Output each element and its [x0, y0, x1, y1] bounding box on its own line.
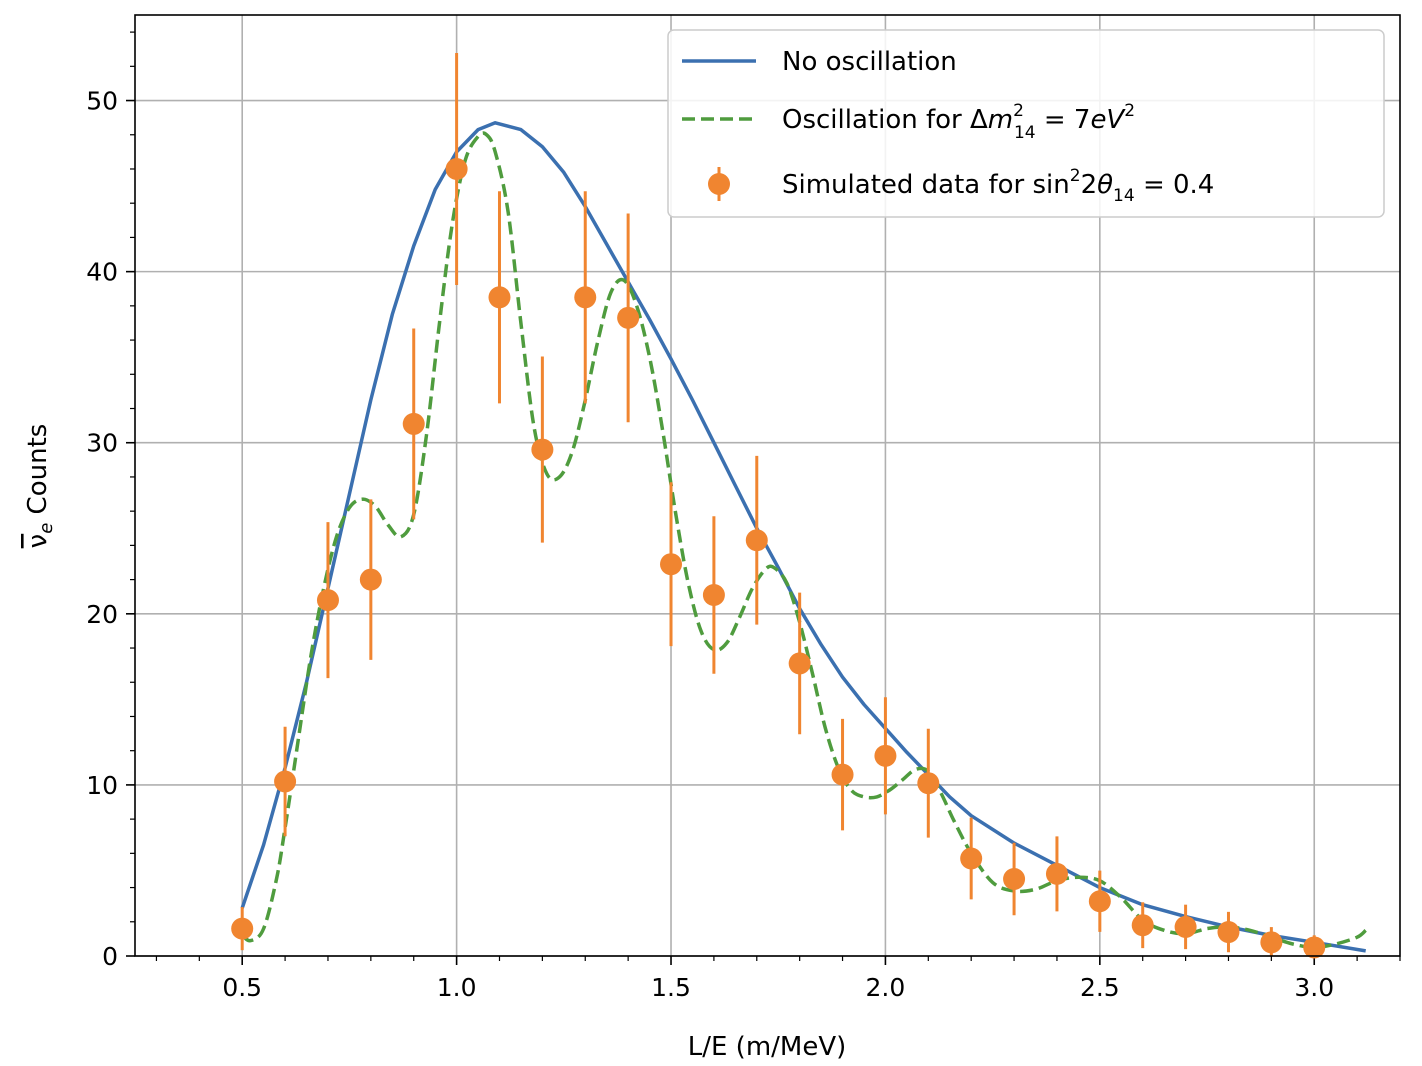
data-point: [1003, 868, 1026, 891]
x-tick-label: 2.0: [866, 973, 906, 1002]
data-point: [788, 652, 811, 675]
legend-data-mid: 2: [1081, 170, 1098, 200]
data-point: [1174, 915, 1197, 938]
x-tick-label: 1.5: [651, 973, 691, 1002]
y-tick-label: 30: [86, 429, 118, 458]
data-point: [488, 286, 511, 309]
x-tick-label: 3.0: [1294, 973, 1334, 1002]
y-tick-label: 40: [86, 258, 118, 287]
legend-osc-ev-sup: 2: [1124, 101, 1135, 121]
y-axis-label-group: νe Counts: [23, 424, 57, 549]
y-axis-label: νe Counts: [23, 424, 57, 549]
data-point: [402, 412, 425, 435]
legend-label-oscillation: Oscillation for Δm2 14 = 7eV2: [782, 101, 1135, 143]
data-point: [617, 306, 640, 329]
data-point: [316, 589, 339, 612]
legend-osc-ev: eV: [1090, 105, 1126, 135]
data-point: [1217, 921, 1240, 944]
y-tick-label: 20: [86, 600, 118, 629]
data-point: [231, 917, 254, 940]
data-point: [702, 583, 725, 606]
legend-label-data: Simulated data for sin22θ14 = 0.4: [782, 166, 1214, 206]
axis-ticks: 0.5 1.0 1.5 2.0 2.5 3.0 0 10 20 30 40 50: [86, 31, 1401, 1002]
plot-series: [231, 52, 1367, 959]
legend-osc-m: m: [988, 105, 1013, 135]
data-point: [1045, 862, 1068, 885]
legend: No oscillation Oscillation for Δm2 14 = 7…: [667, 29, 1385, 218]
data-point: [1260, 931, 1283, 954]
legend-data-sub: 14: [1113, 186, 1135, 206]
data-point: [874, 744, 897, 767]
data-point: [960, 847, 983, 870]
legend-label-no-oscillation: No oscillation: [782, 47, 957, 77]
y-tick-label: 50: [86, 87, 118, 116]
x-tick-label: 1.0: [437, 973, 477, 1002]
y-axis-label-text: Counts: [23, 424, 53, 515]
x-tick-label: 2.5: [1080, 973, 1120, 1002]
data-point: [831, 763, 854, 786]
data-point: [917, 772, 940, 795]
y-axis-label-subscript: e: [36, 523, 57, 534]
x-axis-label: L/E (m/MeV): [688, 1032, 847, 1062]
legend-osc-eq: = 7: [1036, 105, 1091, 135]
data-point: [445, 157, 468, 180]
data-point: [660, 553, 683, 576]
legend-data-sup: 2: [1070, 166, 1081, 186]
legend-osc-prefix: Oscillation for Δ: [782, 105, 988, 135]
legend-data-prefix: Simulated data for sin: [782, 170, 1070, 200]
no-oscillation-line: [240, 121, 1366, 953]
plot-frame: [134, 14, 1401, 957]
legend-data-suffix: = 0.4: [1135, 170, 1215, 200]
x-tick-label: 0.5: [222, 973, 262, 1002]
y-axis-label-spacer: [23, 514, 53, 522]
data-point: [274, 770, 297, 793]
data-point: [359, 568, 382, 591]
legend-swatch-data-marker: [708, 173, 730, 195]
data-point: [531, 438, 554, 461]
data-point: [1088, 890, 1111, 913]
data-point: [574, 286, 597, 309]
data-point: [1303, 936, 1326, 959]
legend-box: [667, 29, 1385, 218]
y-tick-label: 10: [86, 771, 118, 800]
y-tick-label: 0: [102, 942, 118, 971]
data-point: [1131, 914, 1154, 937]
legend-data-theta: θ: [1097, 170, 1113, 200]
data-point: [745, 529, 768, 552]
y-axis-label-symbol: ν: [23, 534, 53, 549]
legend-osc-sup: 2: [1013, 101, 1024, 121]
oscillation-line: [241, 131, 1367, 950]
legend-osc-sub: 14: [1014, 123, 1036, 143]
